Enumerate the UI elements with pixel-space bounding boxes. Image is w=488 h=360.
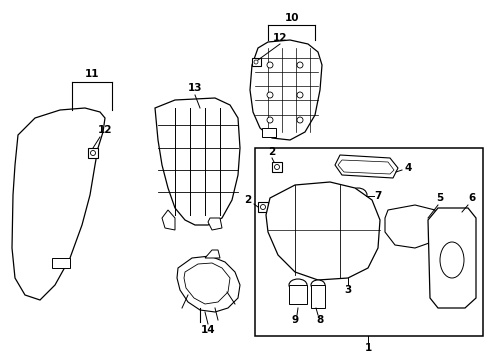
- Text: 8: 8: [316, 315, 323, 325]
- Polygon shape: [265, 182, 379, 280]
- Ellipse shape: [296, 62, 303, 68]
- Ellipse shape: [253, 60, 258, 64]
- Text: 9: 9: [291, 315, 298, 325]
- Ellipse shape: [260, 204, 265, 210]
- Bar: [52, 258, 70, 268]
- Text: 2: 2: [244, 195, 251, 205]
- Text: 4: 4: [404, 163, 411, 173]
- Polygon shape: [384, 205, 437, 248]
- Text: 3: 3: [344, 285, 351, 295]
- Text: 2: 2: [268, 147, 275, 157]
- Text: 1: 1: [364, 343, 371, 353]
- Text: 13: 13: [187, 83, 202, 93]
- Polygon shape: [249, 40, 321, 140]
- Ellipse shape: [266, 62, 272, 68]
- Polygon shape: [334, 155, 397, 178]
- Ellipse shape: [353, 192, 361, 198]
- Ellipse shape: [296, 92, 303, 98]
- Polygon shape: [177, 256, 240, 312]
- Polygon shape: [155, 98, 240, 225]
- Ellipse shape: [288, 279, 306, 291]
- Ellipse shape: [296, 117, 303, 123]
- Text: 6: 6: [468, 193, 475, 203]
- Polygon shape: [427, 208, 475, 308]
- Polygon shape: [162, 210, 175, 230]
- Text: 12: 12: [98, 125, 112, 135]
- Polygon shape: [310, 285, 325, 308]
- Bar: [251, 58, 261, 66]
- Polygon shape: [207, 218, 222, 230]
- Ellipse shape: [266, 92, 272, 98]
- Bar: [88, 148, 98, 158]
- Ellipse shape: [266, 117, 272, 123]
- Bar: [271, 162, 282, 172]
- Ellipse shape: [348, 188, 366, 202]
- Bar: [258, 202, 267, 212]
- Text: 14: 14: [200, 325, 215, 335]
- Text: 5: 5: [435, 193, 443, 203]
- Text: 7: 7: [373, 191, 381, 201]
- Ellipse shape: [439, 242, 463, 278]
- Bar: [254, 148, 482, 336]
- Polygon shape: [288, 285, 306, 304]
- Ellipse shape: [310, 280, 325, 290]
- Ellipse shape: [90, 150, 95, 156]
- Text: 11: 11: [84, 69, 99, 79]
- Text: 10: 10: [284, 13, 299, 23]
- Polygon shape: [204, 250, 220, 258]
- Polygon shape: [12, 108, 105, 300]
- Text: 12: 12: [272, 33, 286, 43]
- Bar: [262, 128, 275, 137]
- Polygon shape: [337, 160, 393, 174]
- Polygon shape: [183, 263, 229, 304]
- Ellipse shape: [274, 165, 279, 170]
